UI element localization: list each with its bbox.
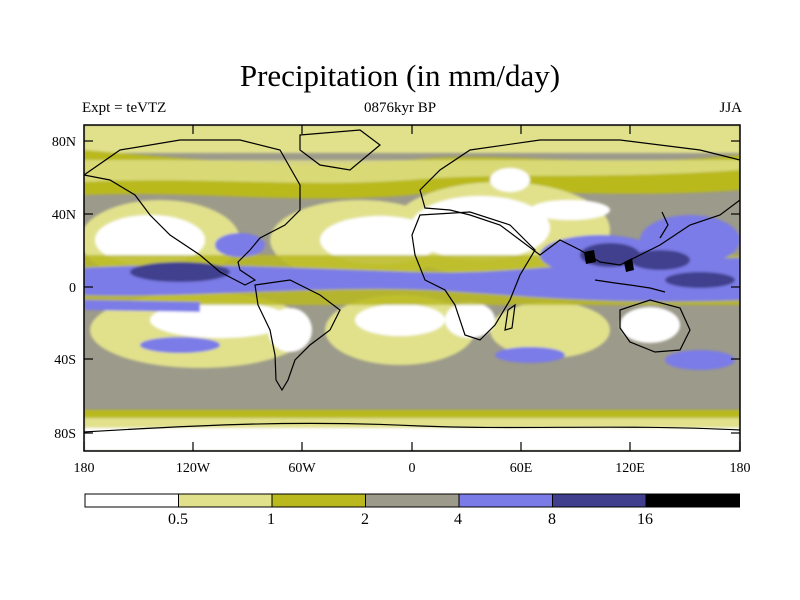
- antarctic-dry: [84, 428, 740, 451]
- lon-label-120e: 120E: [615, 461, 645, 476]
- coast-africa: [411, 211, 536, 341]
- philippine-heavy: [630, 250, 690, 270]
- colorbar-box-4: [458, 493, 553, 508]
- lon-label-60e: 60E: [510, 461, 533, 476]
- central-asia-dry: [530, 200, 610, 220]
- north-light-band: [84, 160, 740, 183]
- south-pac-blue: [140, 337, 220, 353]
- colorbar-label-1: 1: [267, 511, 275, 528]
- lon-label-120w: 120W: [176, 461, 211, 476]
- sahara-dry: [410, 196, 550, 260]
- sind-subtropic-light: [490, 302, 610, 358]
- lat-label-80s: 80S: [54, 427, 76, 442]
- indian-ocean-blue: [495, 347, 565, 363]
- colorbar-label-8: 8: [548, 511, 556, 528]
- colorbar-box-1: [178, 493, 273, 508]
- colorbar-box-0: [84, 493, 179, 508]
- coast-madagascar: [504, 303, 516, 331]
- colorbar-box-2: [271, 493, 366, 508]
- satl-dry: [355, 304, 445, 336]
- coast-north-america: [84, 139, 301, 286]
- time-label: 0876kyr BP: [363, 100, 437, 116]
- lon-label-180w: 180: [74, 461, 95, 476]
- burma-extreme: [584, 250, 596, 264]
- lon-label-0: 0: [409, 461, 416, 476]
- australia-dry: [620, 307, 680, 343]
- colorbar-box-3: [365, 493, 460, 508]
- precipitation-field: [84, 125, 740, 451]
- tasman-blue: [665, 350, 735, 370]
- coast-antarctica: [84, 422, 740, 433]
- experiment-label: Expt = teVTZ: [82, 100, 167, 116]
- colorbar-label-16: 16: [637, 511, 653, 528]
- colorbar-label-2: 2: [361, 511, 369, 528]
- colorbar: [84, 493, 740, 508]
- coast-japan: [659, 211, 669, 239]
- colorbar-box-5: [552, 493, 647, 508]
- season-label: JJA: [719, 100, 742, 116]
- coast-indonesia: [594, 279, 666, 293]
- lon-axis: 180 120W 60W 0 60E 120E 180: [74, 125, 751, 476]
- colorbar-label-0.5: 0.5: [168, 511, 188, 528]
- coast-eurasia: [419, 139, 740, 266]
- lat-label-40s: 40S: [54, 353, 76, 368]
- coast-south-america: [254, 279, 341, 392]
- lat-label-0: 0: [69, 281, 76, 296]
- gulf-blue: [215, 233, 265, 257]
- lat-axis: 80N 40N 0 40S 80S: [52, 135, 740, 442]
- coastlines: [84, 129, 740, 433]
- lat-label-80n: 80N: [52, 135, 76, 150]
- brazil-dry: [268, 308, 312, 352]
- colorbar-label-4: 4: [454, 511, 462, 528]
- coast-greenland: [299, 129, 381, 171]
- coast-australia: [619, 299, 691, 353]
- lon-label-180e: 180: [730, 461, 751, 476]
- lon-label-60w: 60W: [288, 461, 316, 476]
- colorbar-box-6: [645, 493, 740, 508]
- npac-dry: [95, 215, 205, 265]
- lat-label-40n: 40N: [52, 208, 76, 223]
- map-title: Precipitation (in mm/day): [239, 58, 561, 93]
- east-pac-blue: [84, 300, 200, 312]
- wpac-heavy: [665, 272, 735, 288]
- caspian-dry: [490, 168, 530, 192]
- epac-heavy: [130, 262, 230, 282]
